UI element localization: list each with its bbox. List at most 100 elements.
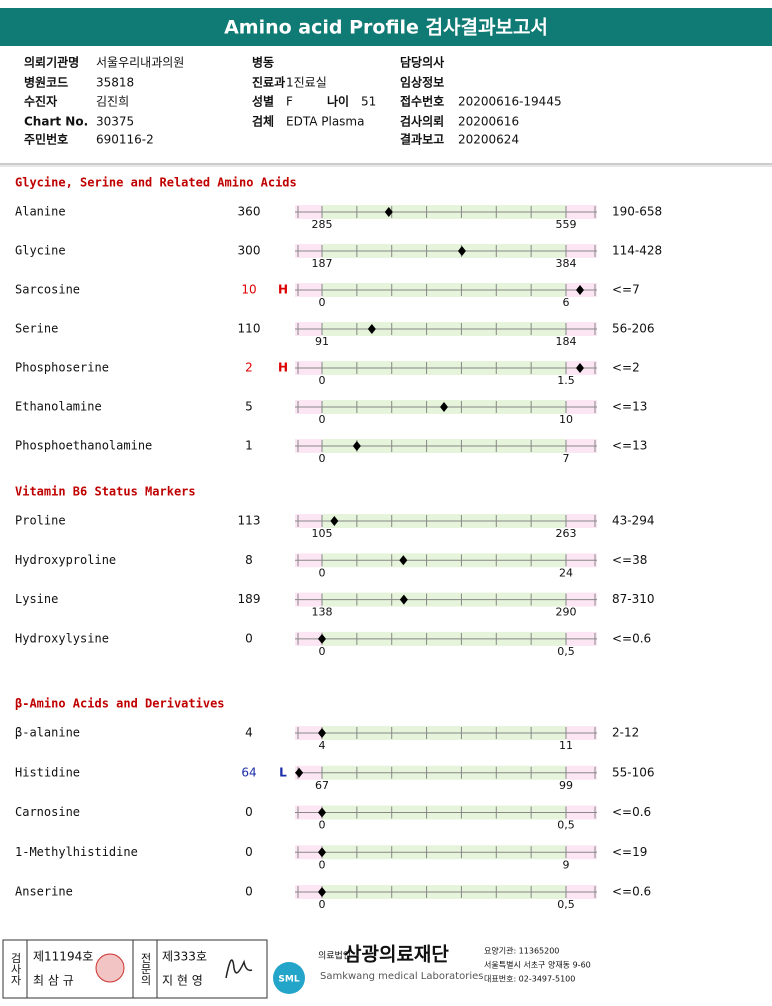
info-label: 결과보고 bbox=[400, 132, 444, 147]
result-marker bbox=[330, 516, 339, 526]
result-marker bbox=[318, 633, 326, 644]
reference-range: 56-206 bbox=[612, 322, 655, 336]
signer-label: 검사자 bbox=[9, 952, 22, 985]
analyte-name: Carnosine bbox=[15, 805, 80, 819]
high-label: 263 bbox=[556, 527, 577, 540]
analyte-name: Histidine bbox=[15, 765, 80, 779]
info-label: 나이 bbox=[327, 94, 349, 109]
result-value: 0 bbox=[245, 631, 253, 645]
header-bar bbox=[0, 8, 772, 46]
analyte-name: Hydroxyproline bbox=[15, 553, 116, 567]
section-title: Glycine, Serine and Related Amino Acids bbox=[15, 176, 297, 190]
signer-name: 최 삼 규 bbox=[33, 974, 74, 988]
info-value: 20200624 bbox=[458, 133, 519, 147]
info-label: 병동 bbox=[252, 55, 274, 70]
low-label: 0 bbox=[319, 898, 326, 911]
high-label: 10 bbox=[559, 413, 573, 426]
reference-range: <=13 bbox=[612, 439, 647, 453]
reference-range: <=7 bbox=[612, 283, 640, 297]
info-value: 서울우리내과의원 bbox=[96, 56, 184, 70]
low-label: 0 bbox=[319, 413, 326, 426]
high-label: 6 bbox=[563, 296, 570, 309]
info-value: 20200616-19445 bbox=[458, 95, 562, 109]
reference-range: <=0.6 bbox=[612, 885, 651, 899]
info-label: Chart No. bbox=[24, 115, 88, 129]
flag: L bbox=[279, 765, 287, 779]
reference-range: 43-294 bbox=[612, 514, 655, 528]
result-value: 5 bbox=[245, 400, 253, 414]
info-value: EDTA Plasma bbox=[286, 115, 364, 129]
info-value: 김진희 bbox=[96, 95, 129, 109]
high-label: 99 bbox=[559, 779, 573, 792]
low-label: 67 bbox=[315, 779, 329, 792]
low-label: 0 bbox=[319, 645, 326, 658]
low-label: 0 bbox=[319, 566, 326, 579]
reference-range: <=0.6 bbox=[612, 631, 651, 645]
signer-label: 전문의 bbox=[139, 952, 152, 986]
analyte-name: Phosphoethanolamine bbox=[15, 439, 152, 453]
high-label: 559 bbox=[556, 218, 577, 231]
high-label: 384 bbox=[556, 257, 577, 270]
low-label: 91 bbox=[315, 335, 329, 348]
high-label: 0,5 bbox=[557, 819, 575, 832]
low-label: 187 bbox=[312, 257, 333, 270]
high-label: 0,5 bbox=[557, 645, 575, 658]
org-address: 서울특별시 서초구 양재동 9-60 bbox=[484, 960, 591, 970]
result-value: 300 bbox=[238, 244, 261, 258]
signature bbox=[225, 959, 253, 979]
result-value: 0 bbox=[245, 845, 253, 859]
result-marker bbox=[576, 363, 584, 373]
high-label: 290 bbox=[556, 606, 577, 619]
result-value: 360 bbox=[238, 205, 261, 219]
result-value: 110 bbox=[238, 322, 261, 336]
low-label: 0 bbox=[319, 858, 326, 871]
info-label: 주민번호 bbox=[24, 132, 68, 147]
analyte-name: Sarcosine bbox=[15, 283, 80, 297]
result-value: 4 bbox=[245, 726, 253, 740]
result-value: 1 bbox=[245, 439, 253, 453]
sign-box bbox=[2, 939, 268, 999]
analyte-name: Phosphoserine bbox=[15, 361, 109, 375]
info-label: 의뢰기관명 bbox=[24, 55, 79, 70]
low-label: 138 bbox=[312, 606, 333, 619]
high-label: 0,5 bbox=[557, 898, 575, 911]
low-label: 0 bbox=[319, 296, 326, 309]
info-value: 35818 bbox=[96, 76, 134, 90]
high-label: 1.5 bbox=[557, 374, 575, 387]
result-value: 2 bbox=[245, 361, 253, 375]
reference-range: <=2 bbox=[612, 361, 640, 375]
analyte-name: Serine bbox=[15, 322, 58, 336]
low-label: 0 bbox=[319, 374, 326, 387]
low-label: 285 bbox=[312, 218, 333, 231]
high-label: 11 bbox=[559, 739, 573, 752]
result-value: 189 bbox=[238, 592, 261, 606]
flag: H bbox=[278, 361, 288, 375]
result-marker bbox=[318, 887, 326, 897]
signer-number: 제333호 bbox=[162, 950, 207, 964]
logo-circle bbox=[273, 962, 305, 994]
info-value: 20200616 bbox=[458, 115, 519, 129]
result-marker bbox=[318, 847, 326, 858]
result-marker bbox=[352, 441, 361, 451]
reference-range: 55-106 bbox=[612, 765, 655, 779]
analyte-name: Anserine bbox=[15, 885, 73, 899]
high-label: 9 bbox=[563, 858, 570, 871]
signer-number: 제11194호 bbox=[33, 950, 93, 964]
info-value: 690116-2 bbox=[96, 133, 154, 147]
logo-text: SML bbox=[278, 975, 299, 985]
org-type: 의료법인 bbox=[318, 951, 351, 962]
title: Amino acid Profile 검사결과보고서 bbox=[224, 17, 548, 39]
result-marker bbox=[399, 555, 408, 566]
seal bbox=[95, 953, 125, 983]
analyte-name: 1-Methylhistidine bbox=[15, 845, 138, 859]
info-value: 1진료실 bbox=[286, 76, 327, 90]
analyte-name: Glycine bbox=[15, 244, 66, 258]
analyte-name: β-alanine bbox=[15, 726, 80, 740]
flag: H bbox=[278, 283, 288, 297]
reference-range: <=13 bbox=[612, 400, 647, 414]
result-value: 0 bbox=[245, 805, 253, 819]
info-label: 담당의사 bbox=[400, 55, 444, 70]
signer-name: 지 현 영 bbox=[162, 974, 203, 988]
